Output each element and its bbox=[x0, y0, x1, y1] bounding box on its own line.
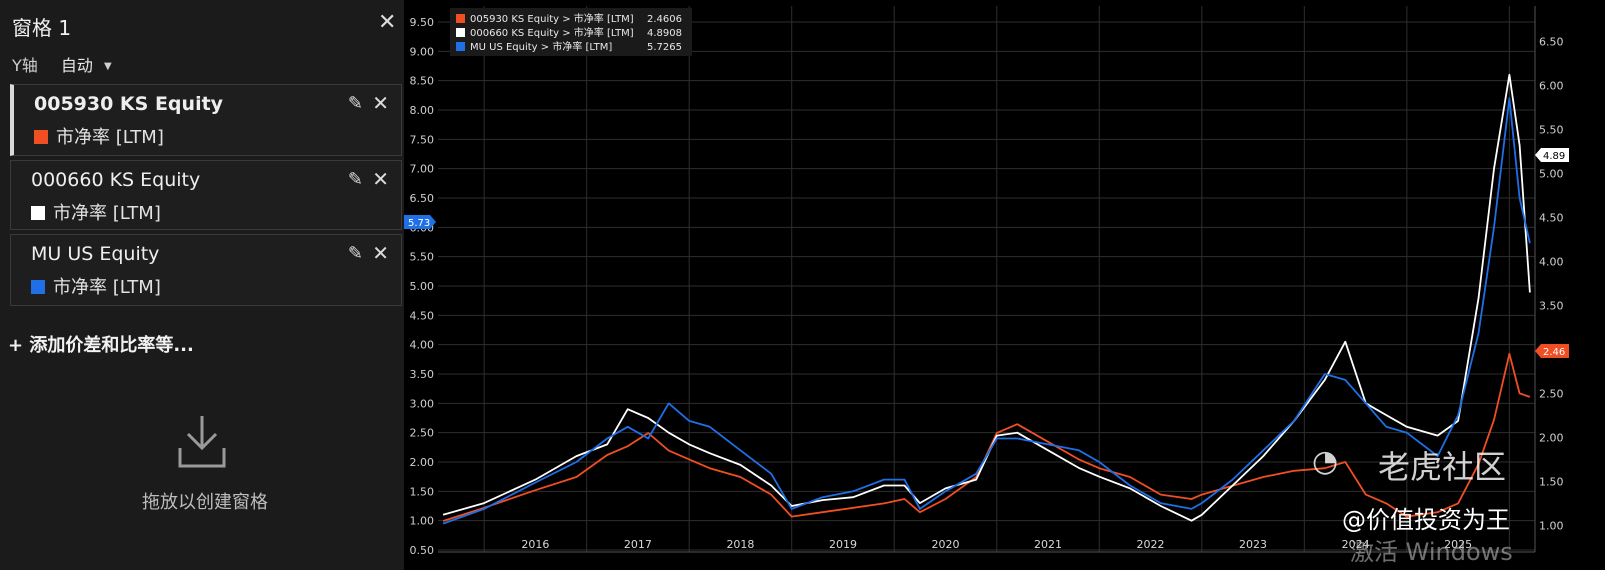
close-icon[interactable]: ✕ bbox=[372, 241, 389, 265]
grid bbox=[438, 6, 1535, 552]
watermark-brand: 老虎社区 bbox=[1378, 448, 1507, 486]
x-axis: 2016 2017 2018 2019 2020 2021 2022 2023 2024 2025 bbox=[438, 538, 1535, 553]
x-tick-label: 2024 bbox=[1342, 538, 1370, 551]
left-axis: 0.50 1.00 1.50 2.00 2.50 3.00 3.50 4.00 4.50 5.00… bbox=[410, 16, 435, 557]
left-tick-label: 1.50 bbox=[410, 485, 435, 498]
legend-value-mu: 5.7265 bbox=[647, 42, 682, 53]
series-name: MU US Equity bbox=[31, 243, 160, 265]
y-axis-selector[interactable]: Y轴 自动 ▼ bbox=[12, 52, 112, 76]
series-lines bbox=[442, 73, 1531, 525]
series-panel: 窗格 1 ✕ Y轴 自动 ▼ 005930 KS Equity 市净率 [LTM… bbox=[0, 0, 411, 570]
series-name: 005930 KS Equity bbox=[34, 93, 224, 115]
series-line-005930 bbox=[442, 352, 1531, 522]
pane-title: 窗格 1 bbox=[12, 16, 72, 40]
left-tick-label: 7.00 bbox=[410, 163, 435, 176]
tiger-logo-icon: ◔ bbox=[1312, 444, 1339, 479]
price-to-book-chart[interactable]: 0.50 1.00 1.50 2.00 2.50 3.00 3.50 4.00 4.50 5.00… bbox=[404, 0, 1605, 570]
left-tick-label: 5.50 bbox=[410, 251, 435, 264]
left-tick-label: 2.50 bbox=[410, 427, 435, 440]
right-tick-label: 1.00 bbox=[1539, 519, 1564, 532]
x-tick-label: 2016 bbox=[521, 538, 549, 551]
y-axis-value[interactable]: 自动 bbox=[60, 56, 93, 75]
color-swatch bbox=[31, 280, 45, 294]
right-tick-label: 6.50 bbox=[1539, 35, 1564, 48]
left-tick-label: 8.50 bbox=[410, 75, 435, 88]
legend-swatch-005930 bbox=[456, 14, 465, 23]
badge-right-000660-text: 4.89 bbox=[1543, 151, 1565, 162]
caret-down-icon[interactable]: ▼ bbox=[103, 61, 112, 72]
left-tick-label: 6.50 bbox=[410, 192, 435, 205]
legend-label-005930: 005930 KS Equity > 市净率 [LTM] bbox=[470, 12, 634, 25]
series-field: 市净率 [LTM] bbox=[31, 199, 161, 225]
color-swatch bbox=[31, 206, 45, 220]
series-field-label: 市净率 [LTM] bbox=[56, 127, 164, 148]
x-tick-label: 2019 bbox=[829, 538, 857, 551]
legend-swatch-mu bbox=[456, 42, 465, 51]
series-item-005930[interactable]: 005930 KS Equity 市净率 [LTM] ✎ ✕ bbox=[10, 84, 402, 156]
series-field-label: 市净率 [LTM] bbox=[53, 203, 161, 224]
left-tick-label: 8.00 bbox=[410, 104, 435, 117]
right-tick-label: 3.50 bbox=[1539, 299, 1564, 312]
right-tick-label: 2.00 bbox=[1539, 431, 1564, 444]
right-tick-label: 1.50 bbox=[1539, 475, 1564, 488]
left-tick-label: 9.00 bbox=[410, 45, 435, 58]
legend: 005930 KS Equity > 市净率 [LTM] 2.4606 0006… bbox=[450, 8, 692, 56]
badge-right-005930: 2.46 bbox=[1535, 344, 1569, 358]
pencil-icon[interactable]: ✎ bbox=[347, 243, 363, 264]
close-icon[interactable]: ✕ bbox=[372, 167, 389, 191]
badge-right-000660: 4.89 bbox=[1535, 148, 1569, 162]
x-tick-label: 2017 bbox=[624, 538, 652, 551]
right-tick-label: 2.50 bbox=[1539, 387, 1564, 400]
series-item-mu[interactable]: MU US Equity 市净率 [LTM] ✎ ✕ bbox=[10, 234, 402, 306]
badge-left-mu: 5.73 bbox=[404, 215, 436, 229]
legend-label-mu: MU US Equity > 市净率 [LTM] bbox=[470, 40, 612, 53]
left-tick-label: 3.50 bbox=[410, 368, 435, 381]
close-icon[interactable]: ✕ bbox=[372, 91, 389, 115]
x-tick-label: 2025 bbox=[1444, 538, 1472, 551]
series-name: 000660 KS Equity bbox=[31, 169, 201, 191]
drop-to-create-pane: 拖放以创建窗格 bbox=[142, 492, 268, 513]
x-tick-label: 2018 bbox=[726, 538, 754, 551]
left-tick-label: 0.50 bbox=[410, 544, 435, 557]
right-tick-label: 5.50 bbox=[1539, 123, 1564, 136]
left-tick-label: 4.50 bbox=[410, 309, 435, 322]
left-tick-label: 1.00 bbox=[410, 515, 435, 528]
left-tick-label: 5.00 bbox=[410, 280, 435, 293]
add-spread-ratio-button[interactable]: + 添加价差和比率等... bbox=[8, 335, 194, 356]
right-tick-label: 5.00 bbox=[1539, 167, 1564, 180]
badge-right-005930-text: 2.46 bbox=[1543, 347, 1565, 358]
right-tick-label: 4.00 bbox=[1539, 255, 1564, 268]
series-field: 市净率 [LTM] bbox=[34, 123, 164, 149]
chart-background bbox=[404, 0, 1605, 570]
x-tick-label: 2022 bbox=[1137, 538, 1165, 551]
windows-activation-text: 激活 Windows bbox=[1350, 538, 1513, 566]
legend-value-005930: 2.4606 bbox=[647, 14, 682, 25]
series-field: 市净率 [LTM] bbox=[31, 273, 161, 299]
legend-background bbox=[450, 8, 692, 56]
right-tick-label: 6.00 bbox=[1539, 79, 1564, 92]
legend-swatch-000660 bbox=[456, 28, 465, 37]
left-tick-label: 3.00 bbox=[410, 397, 435, 410]
legend-label-000660: 000660 KS Equity > 市净率 [LTM] bbox=[470, 26, 634, 39]
legend-value-000660: 4.8908 bbox=[647, 28, 682, 39]
left-tick-label: 4.00 bbox=[410, 339, 435, 352]
pencil-icon[interactable]: ✎ bbox=[347, 169, 363, 190]
y-axis-label: Y轴 bbox=[12, 56, 38, 75]
right-tick-label: 4.50 bbox=[1539, 211, 1564, 224]
badge-left-mu-text: 5.73 bbox=[408, 218, 430, 229]
left-tick-label: 7.50 bbox=[410, 133, 435, 146]
left-tick-label: 2.00 bbox=[410, 456, 435, 469]
x-tick-label: 2023 bbox=[1239, 538, 1267, 551]
series-field-label: 市净率 [LTM] bbox=[53, 277, 161, 298]
series-line-mu bbox=[442, 97, 1531, 525]
pencil-icon[interactable]: ✎ bbox=[347, 93, 363, 114]
color-swatch bbox=[34, 130, 48, 144]
watermark-author: @价值投资为王 bbox=[1342, 506, 1510, 534]
left-tick-label: 9.50 bbox=[410, 16, 435, 29]
x-tick-label: 2021 bbox=[1034, 538, 1062, 551]
series-item-000660[interactable]: 000660 KS Equity 市净率 [LTM] ✎ ✕ bbox=[10, 160, 402, 230]
x-tick-label: 2020 bbox=[931, 538, 959, 551]
close-icon[interactable]: ✕ bbox=[378, 10, 397, 35]
download-tray-icon bbox=[178, 416, 226, 468]
